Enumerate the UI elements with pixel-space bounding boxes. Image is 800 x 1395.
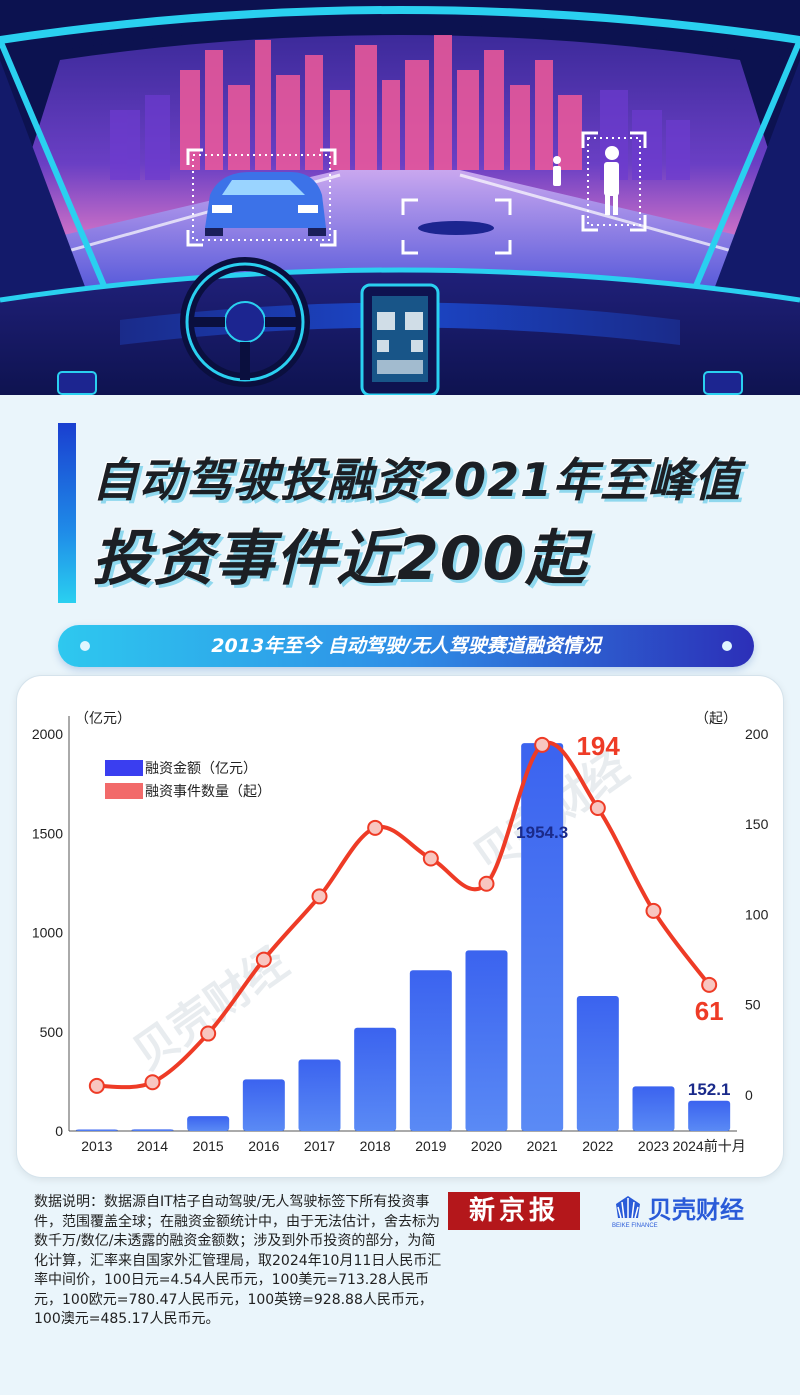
xinjingbao-logo: 新京报 bbox=[448, 1192, 580, 1230]
x-tick-label: 2023 bbox=[638, 1138, 669, 1154]
x-tick-labels: 2013 2014 2015 2016 2017 2018 2019 2020 2021 2022… bbox=[81, 1138, 745, 1154]
x-tick-label: 2013 bbox=[81, 1138, 112, 1154]
title-accent-bar bbox=[58, 423, 76, 603]
right-tick-label: 0 bbox=[745, 1087, 753, 1103]
bar-2017 bbox=[298, 1059, 341, 1131]
data-label-2024前十月: 61 bbox=[695, 996, 724, 1026]
x-tick-label: 2018 bbox=[360, 1138, 391, 1154]
chart-axes: （亿元） （起） bbox=[68, 711, 737, 1132]
x-tick-label: 2019 bbox=[415, 1138, 446, 1154]
legend-label-bars: 融资金额（亿元） bbox=[145, 761, 257, 777]
bar-2021 bbox=[521, 743, 564, 1131]
bar-2022 bbox=[576, 996, 619, 1131]
left-tick-labels: 0 500 1000 1500 2000 bbox=[32, 726, 63, 1139]
legend-swatch-bars bbox=[105, 760, 143, 776]
right-tick-label: 100 bbox=[745, 906, 769, 922]
line-point-2020 bbox=[478, 875, 495, 892]
source-note: 数据说明：数据源自IT桔子自动驾驶/无人驾驶标签下所有投资事件，范围覆盖全球；在… bbox=[34, 1194, 442, 1327]
x-tick-label: 2017 bbox=[304, 1138, 335, 1154]
line-point-2014 bbox=[144, 1074, 161, 1091]
brand-logo-text: 贝壳财经 bbox=[648, 1196, 744, 1224]
bar-2019 bbox=[409, 970, 452, 1131]
left-tick-label: 0 bbox=[55, 1123, 63, 1139]
chart-legend: 融资金额（亿元） 融资事件数量（起） bbox=[105, 760, 271, 800]
autonomous-car-cockpit-illustration bbox=[0, 0, 800, 395]
banner-right-dot bbox=[722, 641, 732, 651]
data-label-2021: 194 bbox=[576, 731, 620, 761]
headline-line-1: 自动驾驶投融资2021年至峰值 bbox=[92, 453, 742, 507]
line-point-2017 bbox=[311, 888, 328, 905]
left-tick-label: 2000 bbox=[32, 726, 63, 742]
line-point-2021 bbox=[534, 736, 551, 753]
x-tick-label: 2021 bbox=[527, 1138, 558, 1154]
left-tick-label: 1500 bbox=[32, 825, 63, 841]
right-tick-labels: 0 50 100 150 200 bbox=[745, 726, 769, 1103]
hero-illustration bbox=[0, 0, 800, 395]
subtitle-banner: 2013年至今 自动驾驶/无人驾驶赛道融资情况 bbox=[58, 625, 754, 667]
line-point-2018 bbox=[367, 819, 384, 836]
left-tick-label: 1000 bbox=[32, 925, 63, 941]
bar-2023 bbox=[632, 1086, 675, 1131]
bar-2020 bbox=[465, 950, 508, 1131]
bar-2014 bbox=[131, 1129, 174, 1131]
headline-line-2: 投资事件近200起 bbox=[92, 524, 587, 594]
x-tick-label: 2022 bbox=[582, 1138, 613, 1154]
bar-2015 bbox=[187, 1116, 230, 1131]
line-point-2015 bbox=[200, 1025, 217, 1042]
shell-icon bbox=[616, 1196, 640, 1219]
bar-2013 bbox=[75, 1129, 118, 1131]
beike-finance-logo: 贝壳财经 BEIKE FINANCE bbox=[612, 1192, 772, 1232]
x-tick-label: 2016 bbox=[248, 1138, 279, 1154]
bar-2024前十月 bbox=[688, 1100, 731, 1131]
x-tick-label: 2014 bbox=[137, 1138, 168, 1154]
x-tick-label: 2020 bbox=[471, 1138, 502, 1154]
data-label-2021: 1954.3 bbox=[516, 823, 568, 842]
bar-2018 bbox=[354, 1027, 397, 1131]
banner-text: 2013年至今 自动驾驶/无人驾驶赛道融资情况 bbox=[211, 635, 601, 657]
right-axis-unit: （起） bbox=[695, 711, 737, 727]
left-tick-label: 500 bbox=[40, 1024, 64, 1040]
legend-label-line: 融资事件数量（起） bbox=[145, 784, 271, 800]
line-point-2019 bbox=[422, 850, 439, 867]
x-tick-label: 2015 bbox=[193, 1138, 224, 1154]
bar-series bbox=[75, 743, 731, 1131]
brand-logo-subtext: BEIKE FINANCE bbox=[612, 1223, 658, 1229]
line-point-2016 bbox=[255, 951, 272, 968]
line-point-2023 bbox=[645, 902, 662, 919]
left-axis-unit: （亿元） bbox=[75, 711, 131, 727]
line-point-2013 bbox=[88, 1077, 105, 1094]
right-tick-label: 200 bbox=[745, 726, 769, 742]
data-label-2024前十月: 152.1 bbox=[688, 1080, 731, 1099]
legend-swatch-line bbox=[105, 783, 143, 799]
x-tick-label: 2024前十月 bbox=[673, 1138, 746, 1154]
line-point-2022 bbox=[589, 799, 606, 816]
bar-2016 bbox=[242, 1079, 285, 1131]
right-tick-label: 150 bbox=[745, 816, 769, 832]
line-point-2024前十月 bbox=[701, 976, 718, 993]
data-labels: 1954.3 152.1 194 61 bbox=[516, 731, 730, 1099]
right-tick-label: 50 bbox=[745, 997, 761, 1013]
line-series bbox=[88, 736, 718, 1094]
banner-left-dot bbox=[80, 641, 90, 651]
